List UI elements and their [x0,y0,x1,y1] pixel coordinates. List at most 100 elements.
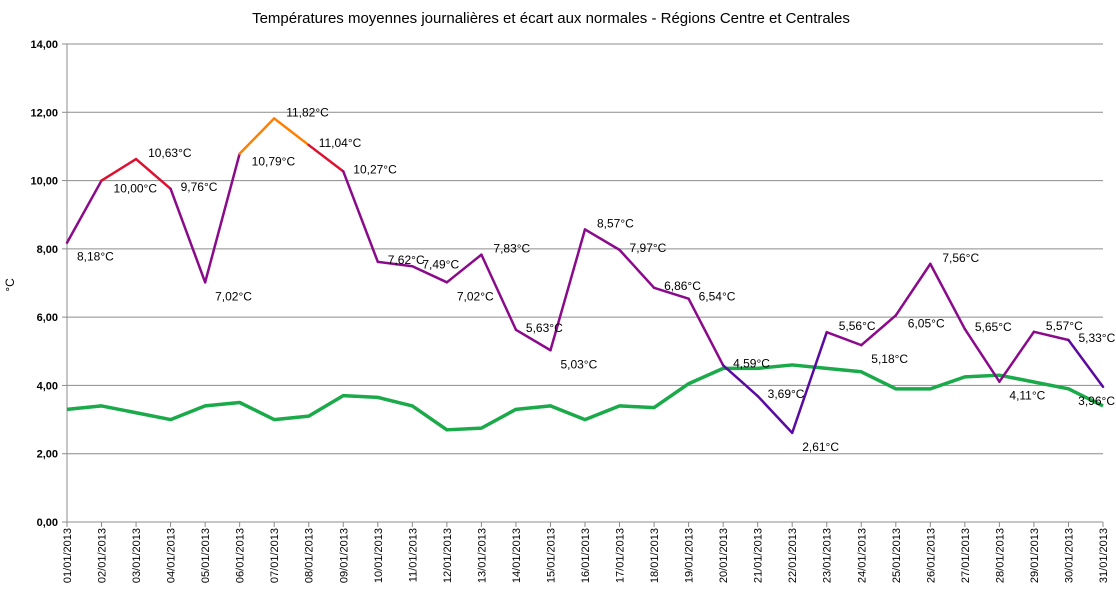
x-tick-label: 13/01/2013 [476,528,488,583]
x-tick-label: 31/01/2013 [1098,528,1110,583]
data-label: 5,03°C [560,357,597,371]
data-label: 3,96°C [1078,394,1115,408]
data-label: 5,18°C [871,352,908,366]
x-tick-label: 19/01/2013 [684,528,696,583]
x-tick-label: 26/01/2013 [925,528,937,583]
x-tick-label: 15/01/2013 [545,528,557,583]
x-tick-label: 02/01/2013 [97,528,109,583]
y-tick-label: 12,00 [30,107,58,119]
temperature-segment [721,364,759,398]
x-axis-ticks: 01/01/2013 02/01/2013 03/01/2013 04/01/2013… [62,522,1110,583]
temperature-segment [860,314,898,347]
y-tick-label: 2,00 [37,449,58,461]
chart-title: Températures moyennes journalières et éc… [252,10,850,27]
temperature-segment [894,262,932,317]
data-label: 5,65°C [975,320,1012,334]
x-tick-label: 05/01/2013 [200,528,212,583]
data-label: 8,18°C [77,250,114,264]
data-label: 7,02°C [215,289,252,303]
temperature-segment [514,328,552,352]
normal-temperature-series [66,363,1104,432]
temperature-segment [169,187,207,284]
temperature-segment [238,117,276,155]
x-tick-label: 12/01/2013 [442,528,454,583]
x-tick-label: 23/01/2013 [822,528,834,583]
temperature-segment [307,143,345,173]
data-label: 7,02°C [457,289,494,303]
data-label: 7,83°C [493,242,530,256]
x-tick-label: 28/01/2013 [994,528,1006,583]
temperature-segment [583,228,621,252]
data-label: 11,04°C [319,136,362,150]
data-label: 6,86°C [664,279,701,293]
y-tick-label: 6,00 [37,312,58,324]
temperature-segment [1032,330,1070,342]
y-tick-label: 14,00 [30,39,58,51]
temperature-segment [825,330,863,347]
data-label: 4,11°C [1009,389,1045,403]
data-label: 6,54°C [699,290,736,304]
data-label: 7,62°C [388,253,425,267]
y-tick-label: 8,00 [37,244,58,256]
data-label: 6,05°C [908,316,945,330]
x-tick-label: 14/01/2013 [511,528,523,583]
x-tick-label: 01/01/2013 [62,528,74,583]
temperature-segment [134,157,172,191]
data-label: 8,57°C [597,216,634,230]
data-label: 10,27°C [353,162,397,176]
x-tick-label: 09/01/2013 [338,528,350,583]
temperature-segment [376,260,414,268]
data-label: 10,00°C [114,182,158,196]
temperature-segment [687,297,725,367]
data-label: 3,69°C [768,387,805,401]
temperature-segment [272,117,310,147]
x-tick-label: 16/01/2013 [580,528,592,583]
temperature-segment [652,286,690,300]
x-tick-label: 24/01/2013 [856,528,868,583]
daily-temperature-series [65,117,1105,435]
data-label: 9,76°C [181,180,218,194]
data-labels: 8,18°C 10,00°C 10,63°C 9,76°C 7,02°C 10,79°C 1… [77,105,1116,453]
x-tick-label: 25/01/2013 [891,528,903,583]
data-label: 2,61°C [802,440,839,454]
x-tick-label: 04/01/2013 [166,528,178,583]
temperature-segment [929,262,967,331]
data-label: 7,56°C [942,251,979,265]
y-tick-label: 10,00 [30,176,58,188]
temperature-segment [203,152,241,284]
x-tick-label: 17/01/2013 [615,528,627,583]
data-label: 10,79°C [252,155,296,169]
data-label: 10,63°C [148,146,192,160]
x-tick-label: 07/01/2013 [269,528,281,583]
x-tick-label: 22/01/2013 [787,528,799,583]
temperature-segment [998,330,1036,383]
temperature-segment [445,253,483,284]
temperature-segment [756,394,794,435]
temperature-segment [963,327,1001,383]
temperature-segment [100,157,138,182]
y-tick-label: 0,00 [37,517,58,529]
x-tick-label: 21/01/2013 [753,528,765,583]
temperature-segment [480,253,518,332]
temperature-segment [790,330,828,435]
y-tick-label: 4,00 [37,380,58,392]
data-label: 4,59°C [733,356,770,370]
data-label: 11,82°C [286,105,329,119]
x-tick-label: 29/01/2013 [1029,528,1041,583]
data-label: 5,33°C [1078,331,1115,345]
temperature-segment [618,248,656,290]
x-tick-label: 20/01/2013 [718,528,730,583]
gridlines [67,43,1103,455]
x-tick-label: 30/01/2013 [1063,528,1075,583]
temperature-segment [411,265,449,284]
x-tick-label: 03/01/2013 [131,528,143,583]
x-tick-label: 27/01/2013 [960,528,972,583]
y-axis-label: °C [3,278,17,292]
x-tick-label: 08/01/2013 [304,528,316,583]
temperature-segment [65,179,103,244]
y-axis-ticks: 0,00 2,00 4,00 6,00 8,00 10,00 12,00 14,00 [30,39,67,529]
data-label: 5,57°C [1046,319,1083,333]
x-tick-label: 11/01/2013 [407,528,419,582]
normal-series-line [66,363,1104,432]
